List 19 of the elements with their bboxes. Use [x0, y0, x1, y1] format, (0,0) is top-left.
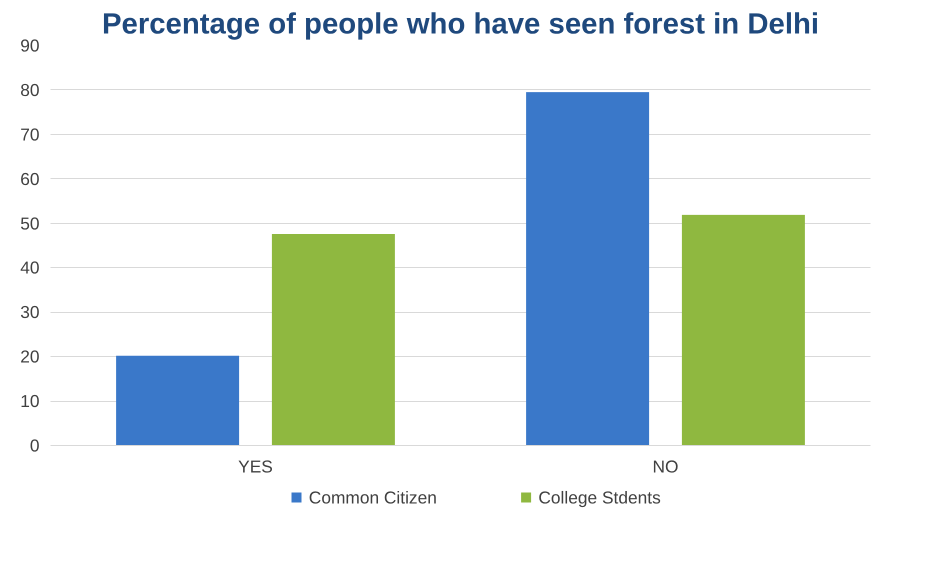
- bar: [116, 356, 240, 446]
- bar: [682, 214, 805, 446]
- y-tick-label: 60: [20, 168, 40, 189]
- y-tick-label: 30: [20, 302, 40, 322]
- y-tick-label: 0: [30, 436, 40, 456]
- y-tick-label: 10: [20, 391, 40, 412]
- chart-title: Percentage of people who have seen forest in Delhi: [102, 8, 820, 40]
- y-tick-label: 50: [20, 213, 40, 234]
- y-tick-label: 90: [20, 36, 40, 56]
- y-tick-label: 20: [20, 346, 40, 367]
- bar: [272, 234, 395, 446]
- legend-label: College Stdents: [538, 488, 662, 508]
- bar: [526, 92, 650, 446]
- x-tick-label: NO: [652, 456, 679, 476]
- y-tick-label: 40: [20, 258, 40, 278]
- legend-label: Common Citizen: [308, 488, 437, 508]
- y-tick-label: 80: [20, 80, 40, 100]
- x-tick-label: YES: [238, 456, 273, 476]
- y-tick-label: 70: [20, 124, 40, 144]
